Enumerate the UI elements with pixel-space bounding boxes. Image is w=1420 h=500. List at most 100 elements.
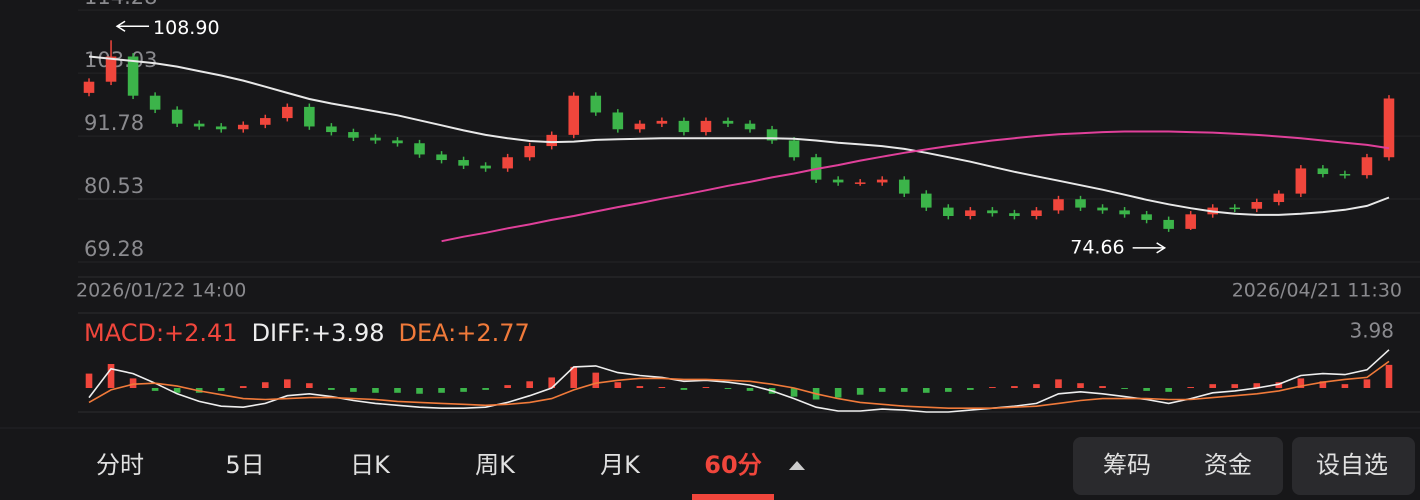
- candle-body: [348, 132, 359, 138]
- macd-bar: [350, 388, 357, 392]
- candle-body: [634, 123, 646, 130]
- candle-body: [1339, 174, 1351, 176]
- candle-body: [105, 56, 117, 82]
- candle-body: [304, 106, 315, 127]
- macd-bar: [107, 364, 115, 388]
- candle-body: [722, 120, 734, 124]
- candle-body: [215, 126, 227, 130]
- macd-bar: [1275, 382, 1283, 388]
- candle-body: [458, 160, 469, 166]
- candle-body: [1163, 219, 1174, 229]
- candle-body: [656, 120, 668, 124]
- tab[interactable]: 60分: [704, 451, 761, 479]
- tab[interactable]: 日K: [350, 451, 391, 479]
- candle-body: [1383, 98, 1395, 158]
- expand-arrow[interactable]: [789, 461, 805, 470]
- macd-bar: [570, 366, 578, 388]
- x-start-label: 2026/01/22 14:00: [76, 280, 246, 302]
- y-tick-label: 3.98: [1349, 318, 1394, 342]
- button-box[interactable]: [1292, 437, 1415, 495]
- tab[interactable]: 5日: [225, 451, 264, 479]
- macd-bar: [724, 388, 732, 389]
- candle-body: [326, 126, 337, 133]
- candle-body: [766, 129, 778, 141]
- macd-bar: [746, 388, 754, 391]
- macd-bar: [526, 381, 533, 388]
- tab[interactable]: 分时: [96, 451, 144, 479]
- y-tick-label: 80.53: [84, 174, 144, 198]
- candle-body: [524, 146, 535, 158]
- button-group[interactable]: [1073, 437, 1283, 495]
- macd-bar: [438, 388, 445, 393]
- candle-body: [590, 95, 602, 113]
- macd-bar: [284, 379, 291, 388]
- macd-bar: [460, 388, 467, 392]
- macd-bar: [1363, 379, 1371, 388]
- button-label[interactable]: 资金: [1204, 451, 1252, 479]
- macd-bar: [372, 388, 379, 393]
- candle-body: [480, 165, 491, 169]
- macd-bar: [989, 387, 996, 388]
- macd-bar: [614, 382, 622, 388]
- candle-body: [149, 95, 161, 110]
- legend-label: DEA:+2.77: [399, 319, 530, 347]
- candle-body: [1009, 213, 1020, 217]
- macd-bar: [1297, 378, 1305, 388]
- y-tick-label: 91.78: [84, 111, 144, 135]
- macd-bar: [856, 388, 864, 395]
- candle-body: [436, 154, 447, 161]
- candle-body: [1295, 168, 1307, 194]
- macd-bar: [239, 386, 247, 388]
- legend-label: MACD:+2.41: [84, 319, 238, 347]
- candle-body: [1119, 210, 1130, 215]
- candle-body: [1075, 199, 1086, 208]
- candle-body: [987, 210, 998, 214]
- candle-body: [1361, 157, 1373, 176]
- candle-body: [678, 120, 690, 133]
- macd-bar: [129, 378, 137, 388]
- macd-bar: [1187, 387, 1194, 388]
- tab[interactable]: 月K: [600, 451, 641, 479]
- candle-body: [392, 140, 403, 144]
- annotation-label: 108.90: [153, 17, 219, 39]
- macd-bar: [900, 388, 908, 392]
- candle-body: [876, 179, 888, 183]
- candle-body: [832, 179, 844, 183]
- candle-body: [282, 106, 293, 119]
- button-label[interactable]: 设自选: [1316, 451, 1388, 479]
- candle-body: [193, 123, 205, 127]
- macd-bar: [658, 387, 666, 388]
- candle-body: [1097, 207, 1108, 211]
- button-label[interactable]: 筹码: [1103, 451, 1151, 479]
- tab[interactable]: 周K: [475, 451, 516, 479]
- annotation-arrowhead: [115, 20, 126, 32]
- macd-bar: [636, 386, 644, 388]
- candle-body: [920, 193, 932, 208]
- candle-body: [898, 179, 910, 194]
- macd-bar: [173, 388, 181, 393]
- annotation-arrowhead: [1156, 242, 1167, 254]
- candle-body: [83, 81, 95, 93]
- candle-body: [1053, 199, 1064, 211]
- moving-average: [88, 55, 1390, 216]
- macd-bar: [922, 388, 930, 393]
- macd-bar: [1033, 384, 1040, 388]
- macd-bar: [1253, 383, 1261, 388]
- macd-bar: [504, 385, 511, 388]
- candle-body: [568, 95, 580, 135]
- candle-body: [502, 157, 513, 169]
- macd-bar: [1231, 384, 1239, 388]
- macd-bar: [482, 388, 489, 390]
- macd-bar: [790, 388, 798, 397]
- macd-bar: [1209, 384, 1217, 388]
- candle-body: [1141, 214, 1152, 220]
- macd-bar: [151, 388, 159, 391]
- candle-body: [700, 120, 712, 133]
- macd-bar: [1099, 386, 1106, 388]
- macd-bar: [834, 388, 842, 398]
- candle-body: [546, 134, 558, 147]
- legend-label: DIFF:+3.98: [252, 319, 385, 347]
- macd-bar: [394, 388, 401, 393]
- macd-line: [88, 349, 1390, 413]
